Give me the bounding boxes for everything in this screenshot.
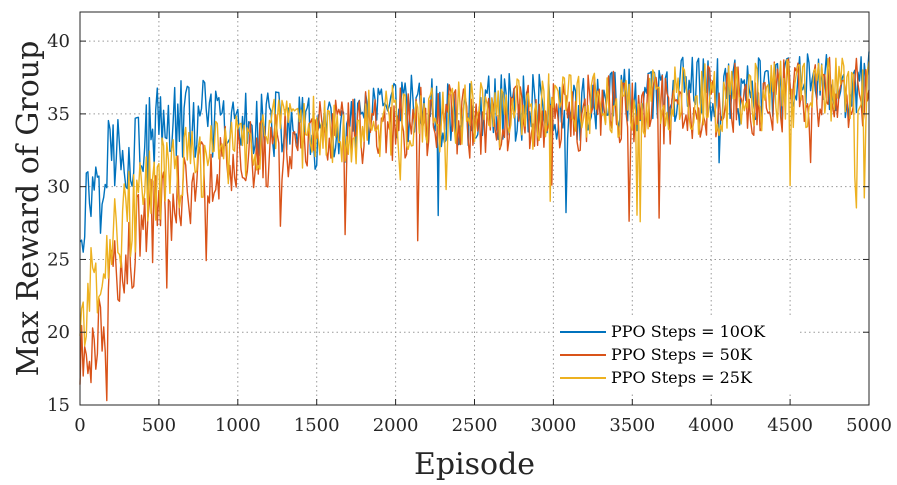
y-tick-label: 35	[47, 104, 70, 125]
x-tick-label: 2000	[373, 415, 419, 436]
axis-ticks	[79, 12, 870, 406]
plot-area	[79, 51, 870, 402]
legend-label-1: PPO Steps = 10OK	[611, 322, 766, 341]
y-tick-label: 15	[47, 395, 70, 416]
x-axis-title: Episode	[414, 447, 535, 482]
y-tick-label: 30	[47, 177, 70, 198]
legend: PPO Steps = 10OK PPO Steps = 50K PPO Steps…	[556, 318, 798, 392]
y-tick-label: 40	[47, 31, 70, 52]
x-tick-label: 5000	[846, 415, 892, 436]
x-tick-label: 500	[142, 415, 176, 436]
legend-label-2: PPO Steps = 50K	[611, 345, 753, 364]
y-tick-label: 20	[47, 322, 70, 343]
x-tick-label: 1000	[215, 415, 261, 436]
x-tick-label: 1500	[294, 415, 340, 436]
y-tick-labels: 15 20 25 30 35 40	[47, 31, 70, 416]
series-line-3	[79, 57, 870, 347]
x-tick-label: 4500	[767, 415, 813, 436]
x-tick-label: 3000	[530, 415, 576, 436]
x-tick-label: 0	[74, 415, 85, 436]
x-tick-label: 3500	[609, 415, 655, 436]
x-tick-labels: 0 500 1000 1500 2000 2500 3000 3500 4000 4500 5000	[74, 415, 892, 436]
x-tick-label: 4000	[688, 415, 734, 436]
legend-label-3: PPO Steps = 25K	[611, 368, 753, 387]
y-tick-label: 25	[47, 249, 70, 270]
x-tick-label: 2500	[452, 415, 498, 436]
y-axis-title: Max Reward of Group	[11, 41, 46, 377]
